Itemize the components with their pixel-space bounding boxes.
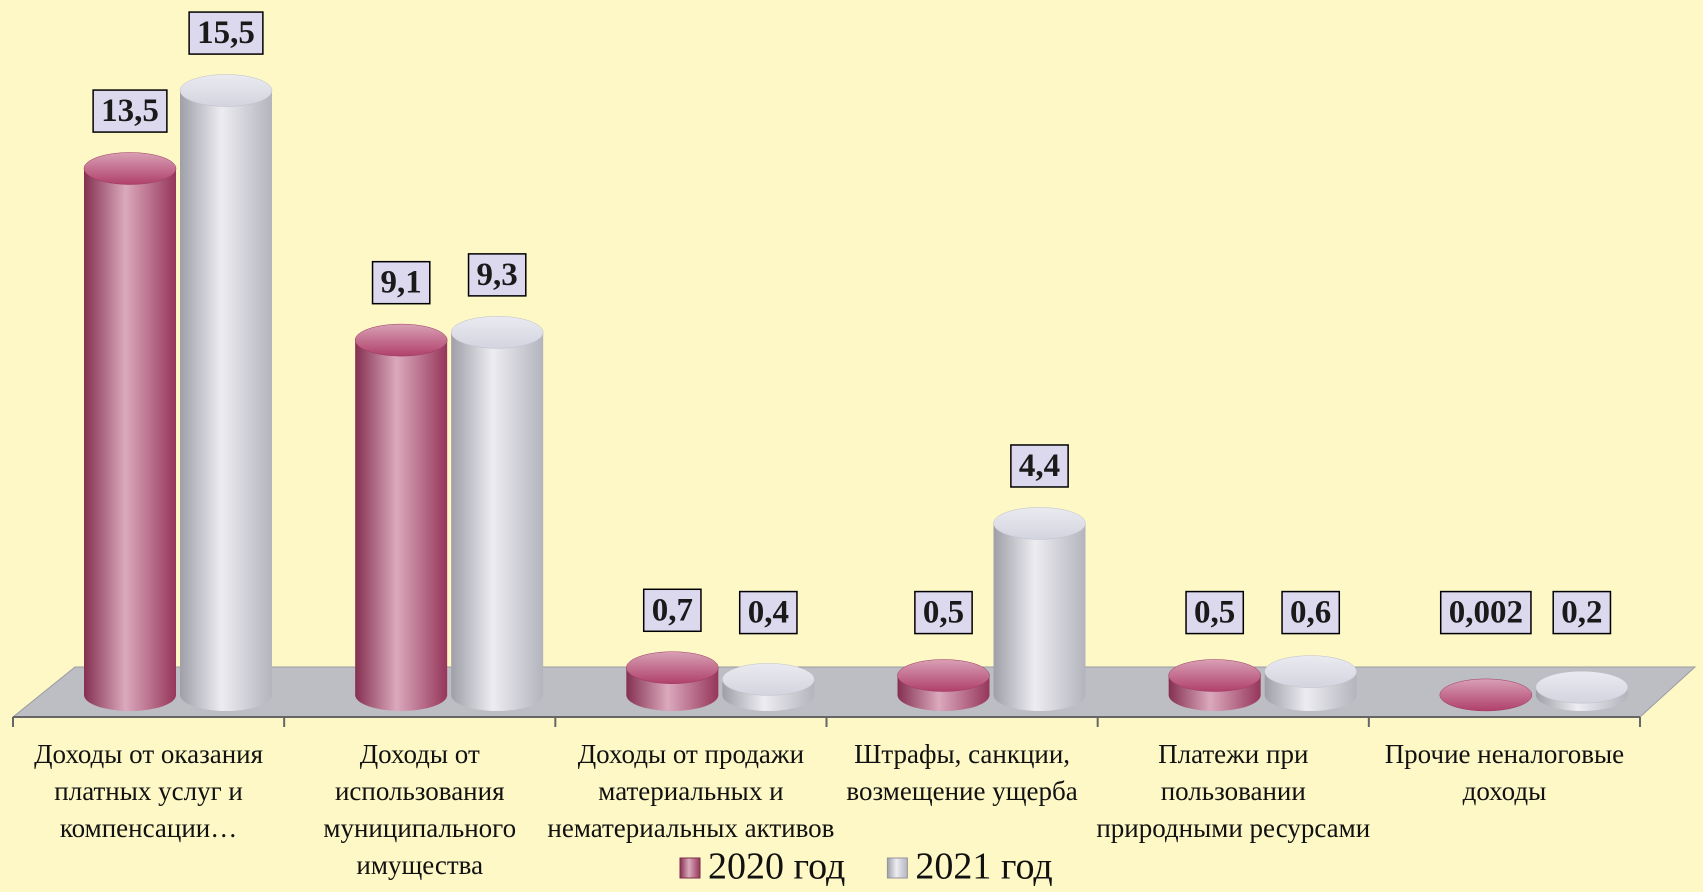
bar (1264, 655, 1357, 711)
bar-top (722, 663, 815, 696)
bar-top (897, 659, 990, 692)
data-label: 0,6 (1290, 595, 1331, 631)
data-label-box (1439, 590, 1532, 635)
bar (722, 663, 815, 711)
bar (993, 507, 1086, 711)
bar-top (1264, 655, 1357, 688)
data-label-box (1010, 444, 1069, 488)
data-label-box (92, 89, 168, 133)
bar-top (626, 651, 719, 684)
data-label-box (738, 590, 798, 635)
bar-top (450, 316, 544, 349)
data-label: 0,002 (1449, 595, 1523, 631)
data-label-box (1185, 590, 1245, 635)
x-tick-label: Прочие неналоговые доходы (1384, 739, 1625, 806)
data-label: 4,4 (1019, 448, 1060, 484)
bar (354, 323, 448, 711)
bar (626, 651, 719, 711)
data-label: 13,5 (101, 93, 159, 129)
bar-body (451, 332, 544, 711)
data-label-box (467, 253, 527, 297)
legend-marker (886, 857, 908, 879)
data-label: 0,5 (1194, 595, 1235, 631)
data-label: 0,7 (652, 592, 693, 628)
bar-top (179, 74, 273, 107)
data-label: 9,3 (477, 257, 518, 293)
legend-marker (679, 857, 701, 879)
bar (450, 316, 544, 711)
x-tick-label: Доходы от использования муниципального и… (323, 739, 517, 880)
x-tick-label: Штрафы, санкции, возмещение ущерба (846, 739, 1078, 806)
bar-top (1439, 678, 1533, 712)
data-label-box (642, 588, 702, 633)
bar-top (83, 152, 177, 185)
bar-top (993, 507, 1086, 540)
legend-label: 2020 год (708, 846, 845, 888)
x-tick-label: Доходы от продажи материальных и нематер… (547, 739, 835, 843)
bar (83, 152, 177, 711)
bar-top (1535, 670, 1629, 704)
x-tick-label: Доходы от оказания платных услуг и компе… (34, 739, 264, 843)
data-label-box (1552, 590, 1612, 635)
data-label: 9,1 (381, 265, 422, 301)
bar (1535, 670, 1629, 711)
data-label: 0,5 (923, 595, 964, 631)
data-label: 0,2 (1561, 595, 1602, 631)
bar (1168, 659, 1261, 711)
legend-label: 2021 год (915, 846, 1052, 888)
bar (897, 659, 990, 711)
data-label: 0,4 (748, 595, 789, 631)
bar (1439, 678, 1533, 712)
bar-body (355, 340, 448, 711)
bar (179, 74, 273, 711)
bar-body (84, 168, 176, 711)
data-label-box (371, 260, 431, 305)
data-label: 15,5 (197, 15, 255, 51)
data-label-box (188, 11, 264, 55)
bar-body (180, 90, 272, 711)
data-label-box (914, 590, 973, 635)
x-tick-label: Платежи при пользовании природными ресур… (1096, 739, 1371, 843)
bar-top (354, 323, 448, 357)
bar-body (993, 523, 1086, 711)
bar-top (1168, 659, 1261, 692)
data-label-box (1281, 590, 1341, 635)
